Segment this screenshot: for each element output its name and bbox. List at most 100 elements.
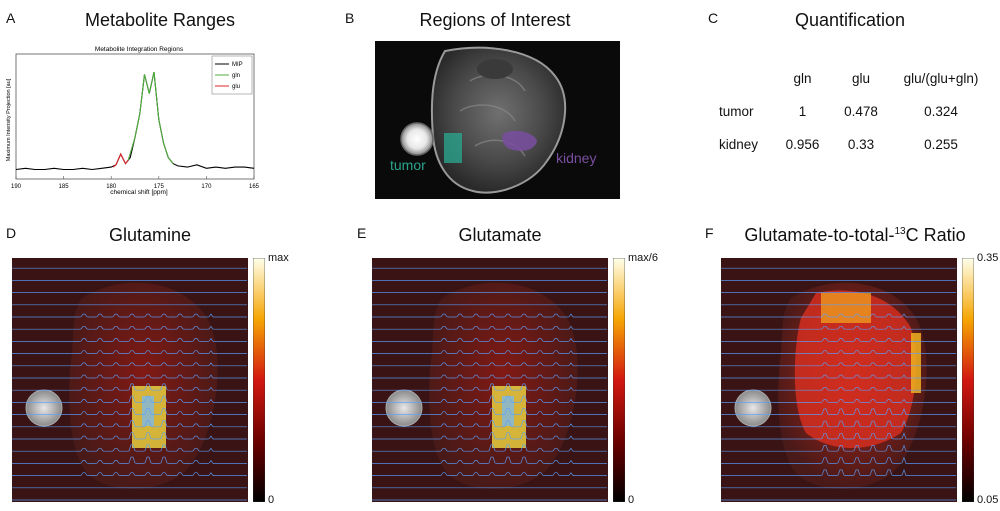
spectrum-trace	[372, 444, 607, 452]
spectrum-trace	[372, 325, 607, 330]
table-row: kidney 0.956 0.33 0.255	[705, 128, 990, 161]
title-f-main: Glutamate-to-total-	[744, 225, 895, 245]
colorbar-e-max: max/6	[628, 252, 658, 264]
reference-phantom	[385, 389, 423, 427]
spectrum-trace	[721, 313, 956, 318]
spectrum-trace	[12, 362, 247, 367]
spectrum-trace	[721, 374, 956, 379]
reference-phantom	[25, 389, 63, 427]
series-gln	[127, 71, 174, 164]
colorbar-f	[962, 258, 974, 502]
spectrum-trace	[721, 386, 956, 391]
panel-letter-a: A	[6, 10, 16, 26]
table-cell: 0.33	[847, 137, 875, 152]
colorbar-d-max: max	[268, 252, 289, 264]
x-tick-label: 175	[154, 184, 165, 190]
tumor-roi	[444, 133, 462, 163]
glutamine-map	[12, 258, 248, 502]
chart-xlabel: chemical shift [ppm]	[110, 189, 168, 196]
glutamate-map	[372, 258, 608, 502]
colorbar-e	[613, 258, 625, 502]
panel-title-e: Glutamate	[458, 225, 542, 245]
spectrum-trace	[721, 362, 956, 367]
spectrum-trace	[372, 456, 607, 464]
panel-title-b: Regions of Interest	[419, 10, 571, 30]
mouse-body	[429, 282, 578, 490]
column-header: glu	[851, 71, 870, 86]
spectrum-trace	[12, 325, 247, 330]
ratio-map	[721, 258, 957, 502]
legend-gln: gln	[232, 73, 240, 79]
x-tick-label: 190	[11, 184, 22, 190]
panel-title-d: Glutamine	[108, 225, 192, 245]
spectrum-trace	[12, 432, 247, 440]
spectrum-trace	[12, 313, 247, 318]
colorbar-d-min: 0	[268, 494, 275, 506]
panel-letter-c: C	[708, 10, 719, 26]
spectrum-trace	[372, 407, 607, 415]
table-cell: 0.478	[844, 104, 878, 119]
spectrum-trace	[12, 420, 247, 428]
kidney-roi	[502, 130, 537, 151]
panel-letter-d: D	[6, 225, 17, 241]
spectrum-trace	[721, 350, 956, 354]
colorbar-e-min: 0	[628, 494, 635, 506]
title-f-end: C Ratio	[905, 225, 966, 245]
colorbar-f-max: 0.35	[977, 252, 999, 264]
x-tick-label: 170	[201, 184, 212, 190]
quantification-table: gln glu glu/(glu+gln) tumor 1 0.478 0.32…	[705, 62, 990, 161]
mouse-body	[430, 46, 567, 194]
panel-letter-b: B	[345, 10, 355, 26]
table-header-row: gln glu glu/(glu+gln)	[705, 62, 990, 95]
spectrum-trace	[721, 456, 956, 464]
x-tick-label: 165	[249, 184, 260, 190]
spectrum-trace	[372, 383, 607, 391]
table-row: tumor 1 0.478 0.324	[705, 95, 990, 128]
legend-mip: MIP	[232, 62, 243, 68]
legend-glu: glu	[232, 84, 240, 90]
row-label: tumor	[719, 104, 754, 119]
series-glu	[112, 152, 129, 168]
spectrum-trace	[721, 398, 956, 403]
spectrum-trace	[372, 395, 607, 403]
spectrum-trace	[12, 374, 247, 379]
spectrum-trace	[372, 432, 607, 440]
spectrum-trace	[721, 407, 956, 415]
colorbar-f-min: 0.05	[977, 494, 999, 506]
roi-label-tumor: tumor	[390, 157, 426, 173]
high-ratio-region	[821, 293, 871, 323]
spectrum-trace	[372, 472, 607, 476]
spectrum-trace	[12, 383, 247, 391]
panel-letter-e: E	[357, 225, 367, 241]
roi-image	[375, 41, 620, 199]
panel-title-c: Quantification	[794, 10, 906, 30]
spectrum-trace	[12, 395, 247, 403]
chart-ylabel: Maximum Intensity Projection [au]	[6, 78, 12, 161]
column-header: gln	[793, 71, 812, 86]
spectrum-trace	[12, 472, 247, 476]
spectrum-trace	[372, 350, 607, 354]
chart-inner-title: Metabolite Integration Regions	[95, 46, 184, 53]
spectrum-trace	[12, 444, 247, 452]
spectrum-trace	[12, 337, 247, 342]
high-ratio-region	[911, 333, 921, 393]
spectrum-trace	[721, 432, 956, 440]
spectrum-trace	[721, 420, 956, 428]
spectrum-trace	[721, 444, 956, 452]
chart-legend: MIP gln glu	[211, 55, 253, 95]
spectrum-trace	[372, 374, 607, 379]
spectrum-trace	[12, 456, 247, 464]
reference-phantom	[400, 122, 434, 156]
spectrum-trace	[372, 313, 607, 318]
column-header: glu/(glu+gln)	[903, 71, 979, 86]
title-f-sup: 13	[894, 226, 906, 237]
table-cell: 0.324	[924, 104, 958, 119]
spectrum-trace	[12, 407, 247, 415]
spectrum-trace	[372, 362, 607, 367]
colorbar-d	[253, 258, 265, 502]
table-cell: 0.255	[924, 137, 958, 152]
reference-phantom	[734, 389, 772, 427]
panel-title-f: Glutamate-to-total-13C Ratio	[725, 225, 985, 246]
row-label: kidney	[719, 137, 759, 152]
x-tick-label: 185	[59, 184, 70, 190]
